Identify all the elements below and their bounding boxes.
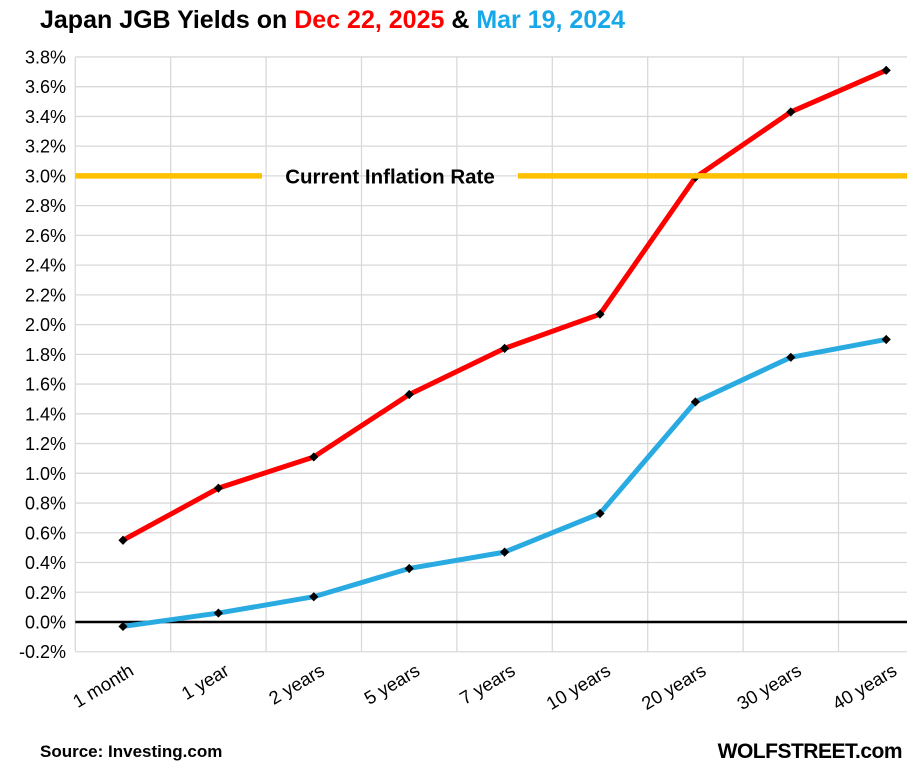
x-tick-label: 40 years (829, 659, 901, 714)
y-tick-label: 3.4% (25, 107, 66, 127)
y-tick-label: 2.4% (25, 256, 66, 276)
inflation-label: Current Inflation Rate (285, 165, 495, 188)
data-point-marker-dec-22-2025 (881, 65, 891, 75)
y-tick-label: 0.2% (25, 583, 66, 603)
y-tick-label: 0.4% (25, 553, 66, 573)
title-segment: Mar 19, 2024 (476, 6, 626, 34)
y-tick-label: 2.8% (25, 196, 66, 216)
data-point-marker-mar-19-2024 (404, 563, 414, 574)
y-tick-label: 0.8% (25, 494, 66, 514)
data-point-marker-dec-22-2025 (309, 452, 319, 462)
x-tick-label: 5 years (360, 659, 423, 708)
x-tick-label: 2 years (265, 659, 328, 708)
data-point-marker-mar-19-2024 (309, 592, 319, 602)
y-tick-label: 0.0% (25, 613, 66, 633)
data-point-marker-mar-19-2024 (595, 508, 605, 519)
y-tick-label: 1.2% (25, 434, 66, 454)
title-segment: & (444, 6, 477, 34)
data-point-marker-dec-22-2025 (118, 535, 128, 545)
y-tick-label: 2.6% (25, 226, 66, 246)
data-point-marker-mar-19-2024 (118, 621, 128, 632)
data-point-marker-mar-19-2024 (213, 608, 223, 618)
y-tick-label: 3.8% (25, 47, 66, 67)
data-point-marker-mar-19-2024 (690, 397, 700, 407)
title-segment: Dec 22, 2025 (294, 6, 445, 34)
y-tick-label: 3.6% (25, 77, 66, 97)
y-tick-label: 0.6% (25, 523, 66, 543)
brand-credit: WOLFSTREET.com (717, 740, 903, 763)
x-tick-label: 7 years (456, 659, 519, 708)
data-point-marker-mar-19-2024 (881, 334, 891, 345)
y-tick-label: -0.2% (19, 642, 66, 662)
y-tick-label: 3.2% (25, 137, 66, 157)
data-point-marker-dec-22-2025 (595, 309, 605, 319)
data-point-marker-dec-22-2025 (786, 107, 796, 117)
source-credit: Source: Investing.com (40, 742, 223, 761)
series-line-dec-22-2025 (120, 67, 889, 543)
chart-title: Japan JGB Yields on Dec 22, 2025 & Mar 1… (40, 6, 625, 35)
x-tick-label: 10 years (542, 659, 614, 714)
y-tick-label: 1.6% (25, 375, 66, 395)
x-tick-label: 1 year (178, 659, 233, 703)
x-tick-label: 1 month (69, 659, 137, 711)
data-point-marker-dec-22-2025 (500, 343, 510, 353)
y-tick-label: 2.0% (25, 315, 66, 335)
data-point-marker-dec-22-2025 (404, 389, 414, 400)
data-point-marker-mar-19-2024 (500, 547, 510, 557)
y-tick-label: 3.0% (25, 166, 66, 186)
x-tick-label: 30 years (733, 659, 805, 714)
x-tick-label: 20 years (638, 659, 710, 714)
y-tick-label: 2.2% (25, 285, 66, 305)
y-tick-label: 1.8% (25, 345, 66, 365)
data-point-marker-dec-22-2025 (213, 483, 223, 493)
title-segment: Japan JGB Yields on (40, 6, 295, 34)
y-tick-label: 1.4% (25, 404, 66, 424)
data-point-marker-mar-19-2024 (786, 352, 796, 362)
y-tick-label: 1.0% (25, 464, 66, 484)
